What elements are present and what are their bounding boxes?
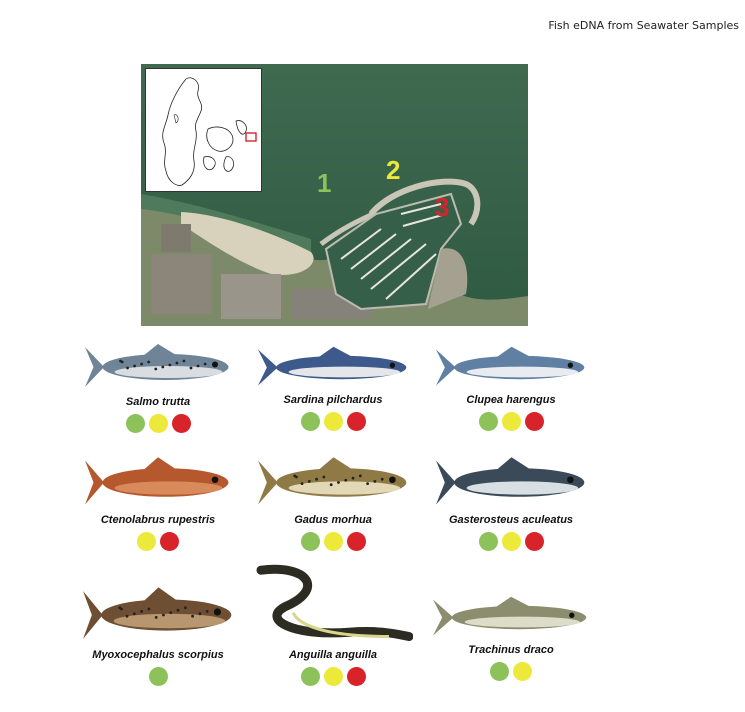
site-3-detection-dot [346,412,366,431]
detection-dots [431,662,591,681]
site-3-detection-dot [346,532,366,551]
species-card: Clupea harengus [431,345,591,431]
site-2-detection-dot [501,532,521,551]
figure-title: Fish eDNA from Seawater Samples [548,19,739,32]
fish-illustration [82,587,231,639]
detection-dots [253,667,413,686]
site-1-detection-dot [300,667,320,686]
fish-illustration [256,564,413,641]
detection-dots [431,412,591,431]
detection-dots [431,532,591,551]
detection-dots [253,532,413,551]
fish-illustration [257,346,406,386]
site-2-detection-dot [148,414,168,433]
species-name: Trachinus draco [468,644,554,656]
species-card: Myoxocephalus scorpius [78,585,238,686]
fish-illustration [433,596,587,636]
species-card: Ctenolabrus rupestris [78,455,238,551]
species-card: Trachinus draco [431,595,591,681]
site-label-1: 1 [317,170,331,196]
detection-dots [78,532,238,551]
species-card: Sardina pilchardus [253,345,413,431]
detection-dots [78,414,238,433]
species-name: Myoxocephalus scorpius [92,649,224,661]
site-3-detection-dot [346,667,366,686]
site-1-detection-dot [300,532,320,551]
site-2-text: 2 [386,155,401,185]
satellite-map: 1 2 3 [141,64,528,326]
detection-dots [78,667,238,686]
fish-illustration [257,457,406,505]
species-name: Gasterosteus aculeatus [448,514,574,526]
site-label-3: 3 [435,194,449,220]
site-2-detection-dot [501,412,521,431]
species-name: Clupea harengus [466,394,556,406]
site-2-detection-dot [323,532,343,551]
site-1-detection-dot [300,412,320,431]
species-name: Anguilla anguilla [288,649,377,661]
species-name: Salmo trutta [125,396,191,408]
detection-dots [253,412,413,431]
site-1-text: 1 [317,168,332,198]
denmark-outline [162,77,257,186]
inset-locator-map [145,68,262,192]
fish-illustration [435,346,584,386]
site-2-detection-dot [323,412,343,431]
species-card: Gadus morhua [253,455,413,551]
fish-illustration [85,457,229,505]
harbor-aerial-image [141,64,528,326]
site-2-detection-dot [513,662,532,681]
site-1-detection-dot [478,412,498,431]
site-3-detection-dot [171,414,191,433]
site-2-detection-dot [137,532,156,551]
fish-illustration [85,344,229,387]
site-1-detection-dot [125,414,145,433]
species-card: Salmo trutta [78,342,238,433]
site-3-detection-dot [524,412,544,431]
study-area-highlight [245,132,257,142]
species-name: Gadus morhua [294,514,372,526]
fish-illustration [435,457,584,505]
site-1-detection-dot [490,662,509,681]
site-3-detection-dot [524,532,544,551]
species-name: Ctenolabrus rupestris [100,514,216,526]
site-3-detection-dot [160,532,179,551]
site-1-detection-dot [148,667,168,686]
site-2-detection-dot [323,667,343,686]
site-label-2: 2 [386,157,400,183]
site-3-text: 3 [435,192,450,222]
species-card: Gasterosteus aculeatus [431,455,591,551]
species-name: Sardina pilchardus [283,394,383,406]
species-card: Anguilla anguilla [253,560,413,686]
site-1-detection-dot [478,532,498,551]
